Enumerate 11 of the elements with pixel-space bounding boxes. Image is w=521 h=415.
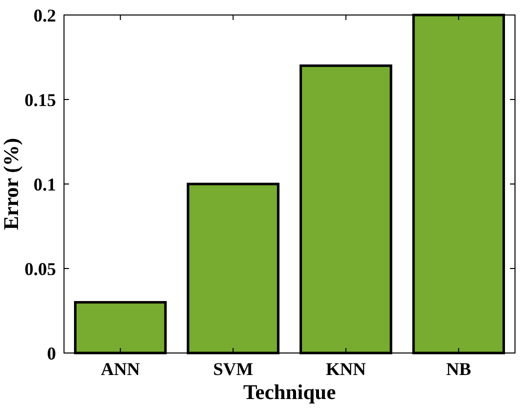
y-axis-title: Error (%) xyxy=(0,138,23,230)
x-axis-title: Technique xyxy=(243,380,336,404)
y-tick-label: 0.15 xyxy=(24,90,56,110)
x-tick-label: NB xyxy=(446,359,472,379)
y-tick-label: 0.1 xyxy=(34,174,56,194)
y-tick-label: 0 xyxy=(47,343,56,364)
x-tick-label: SVM xyxy=(213,359,254,379)
x-tick-label: KNN xyxy=(326,359,366,379)
y-tick-label: 0.05 xyxy=(24,258,56,279)
y-tick-label: 0.2 xyxy=(34,5,56,26)
x-tick-label: ANN xyxy=(100,359,140,379)
